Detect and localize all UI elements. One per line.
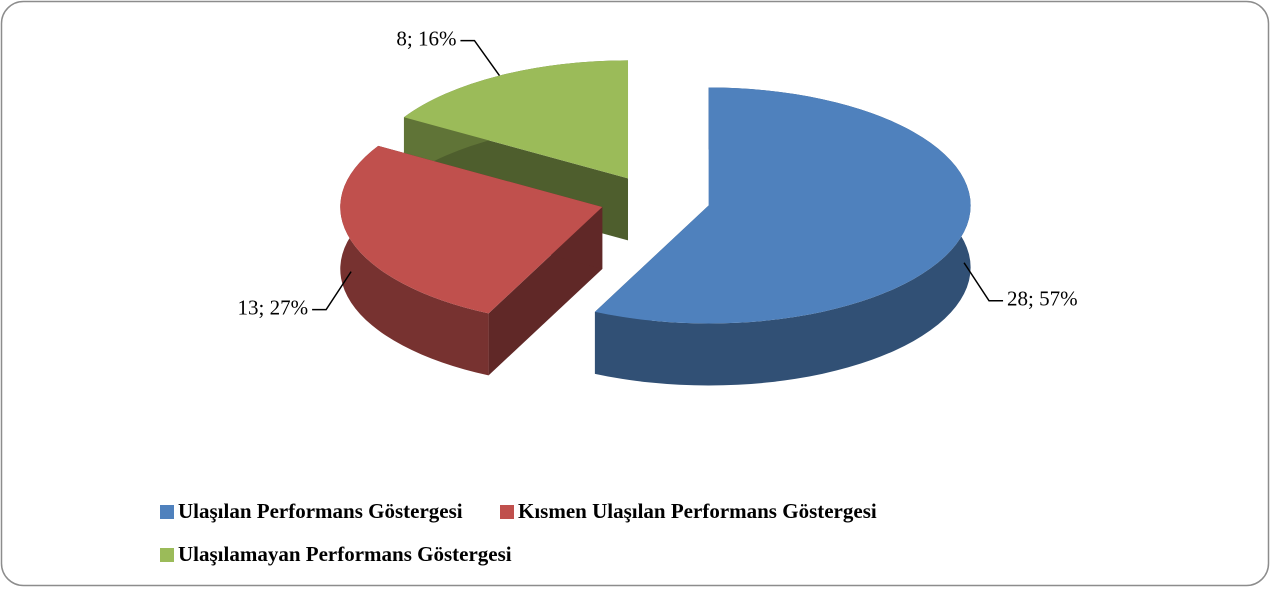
legend-swatch bbox=[500, 505, 514, 519]
data-label: 13; 27% bbox=[238, 295, 309, 319]
data-label: 28; 57% bbox=[1007, 287, 1078, 311]
legend-swatch bbox=[160, 505, 174, 519]
slice-top bbox=[403, 60, 629, 179]
legend-label: Ulaşılan Performans Göstergesi bbox=[178, 499, 463, 523]
leader-line bbox=[460, 39, 501, 77]
leader-line bbox=[312, 271, 352, 311]
legend-label: Ulaşılamayan Performans Göstergesi bbox=[178, 542, 512, 566]
data-label: 8; 16% bbox=[396, 26, 456, 50]
leader-line bbox=[963, 262, 1004, 302]
legend-label: Kısmen Ulaşılan Performans Göstergesi bbox=[518, 499, 877, 523]
slice-top bbox=[340, 145, 603, 314]
legend-swatch bbox=[160, 548, 174, 562]
slice-top bbox=[594, 87, 971, 324]
